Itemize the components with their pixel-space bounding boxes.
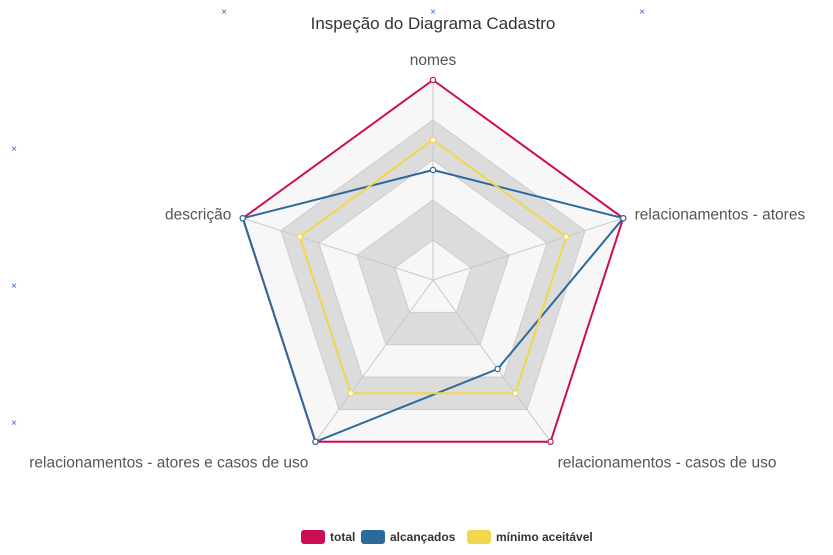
- placeholder-markers: × × × × × ×: [11, 7, 645, 429]
- radar-spoke-2: [432, 279, 551, 443]
- radar-spoke-4: [242, 217, 434, 281]
- axis-label-4: descrição: [165, 206, 231, 223]
- axis-label-0: nomes: [410, 52, 457, 69]
- marker-glyph-1: ×: [430, 7, 436, 18]
- legend-swatch-2: [467, 530, 491, 544]
- chart-title: Inspeção do Diagrama Cadastro: [311, 14, 556, 33]
- series-line-0: [241, 79, 625, 443]
- radar-spoke-1: [432, 217, 624, 281]
- marker-glyph-5: ×: [11, 418, 17, 429]
- legend-item-0[interactable]: total: [301, 530, 355, 544]
- legend-label-0: total: [330, 530, 355, 544]
- series-point-1-1: [620, 214, 627, 222]
- marker-glyph-3: ×: [11, 144, 17, 155]
- series-point-2-0: [429, 136, 437, 144]
- series-point-2-3: [347, 390, 354, 397]
- series-point-1-4: [239, 214, 246, 222]
- axis-label-2: relacionamentos - casos de uso: [558, 455, 777, 472]
- series-line-1: [241, 169, 625, 443]
- legend-item-1[interactable]: alcançados: [361, 530, 456, 544]
- series-point-2-1: [562, 233, 570, 240]
- legend-label-2: mínimo aceitável: [496, 530, 593, 544]
- series-line-2: [298, 139, 568, 395]
- series-point-0-2: [547, 438, 554, 446]
- series-point-2-2: [512, 390, 519, 397]
- series-point-0-0: [429, 76, 437, 84]
- legend-swatch-0: [301, 530, 325, 544]
- axis-label-3: relacionamentos - atores e casos de uso: [29, 455, 308, 472]
- series-point-1-3: [312, 438, 319, 446]
- series-point-1-0: [429, 166, 437, 174]
- legend-item-2[interactable]: mínimo aceitável: [467, 530, 593, 544]
- axis-labels: nomes relacionamentos - atores relacioname…: [29, 52, 805, 472]
- legend-swatch-1: [361, 530, 385, 544]
- marker-glyph-2: ×: [639, 7, 645, 18]
- axis-label-1: relacionamentos - atores: [635, 206, 806, 223]
- radar-spoke-3: [315, 279, 434, 443]
- radar-spokes: [242, 80, 624, 443]
- legend-label-1: alcançados: [390, 530, 456, 544]
- marker-glyph-0: ×: [221, 7, 227, 18]
- series-point-2-4: [296, 233, 304, 240]
- legend: total alcançados mínimo aceitável: [301, 530, 593, 544]
- marker-glyph-4: ×: [11, 281, 17, 292]
- radar-series: [239, 76, 627, 446]
- series-point-1-2: [494, 365, 501, 373]
